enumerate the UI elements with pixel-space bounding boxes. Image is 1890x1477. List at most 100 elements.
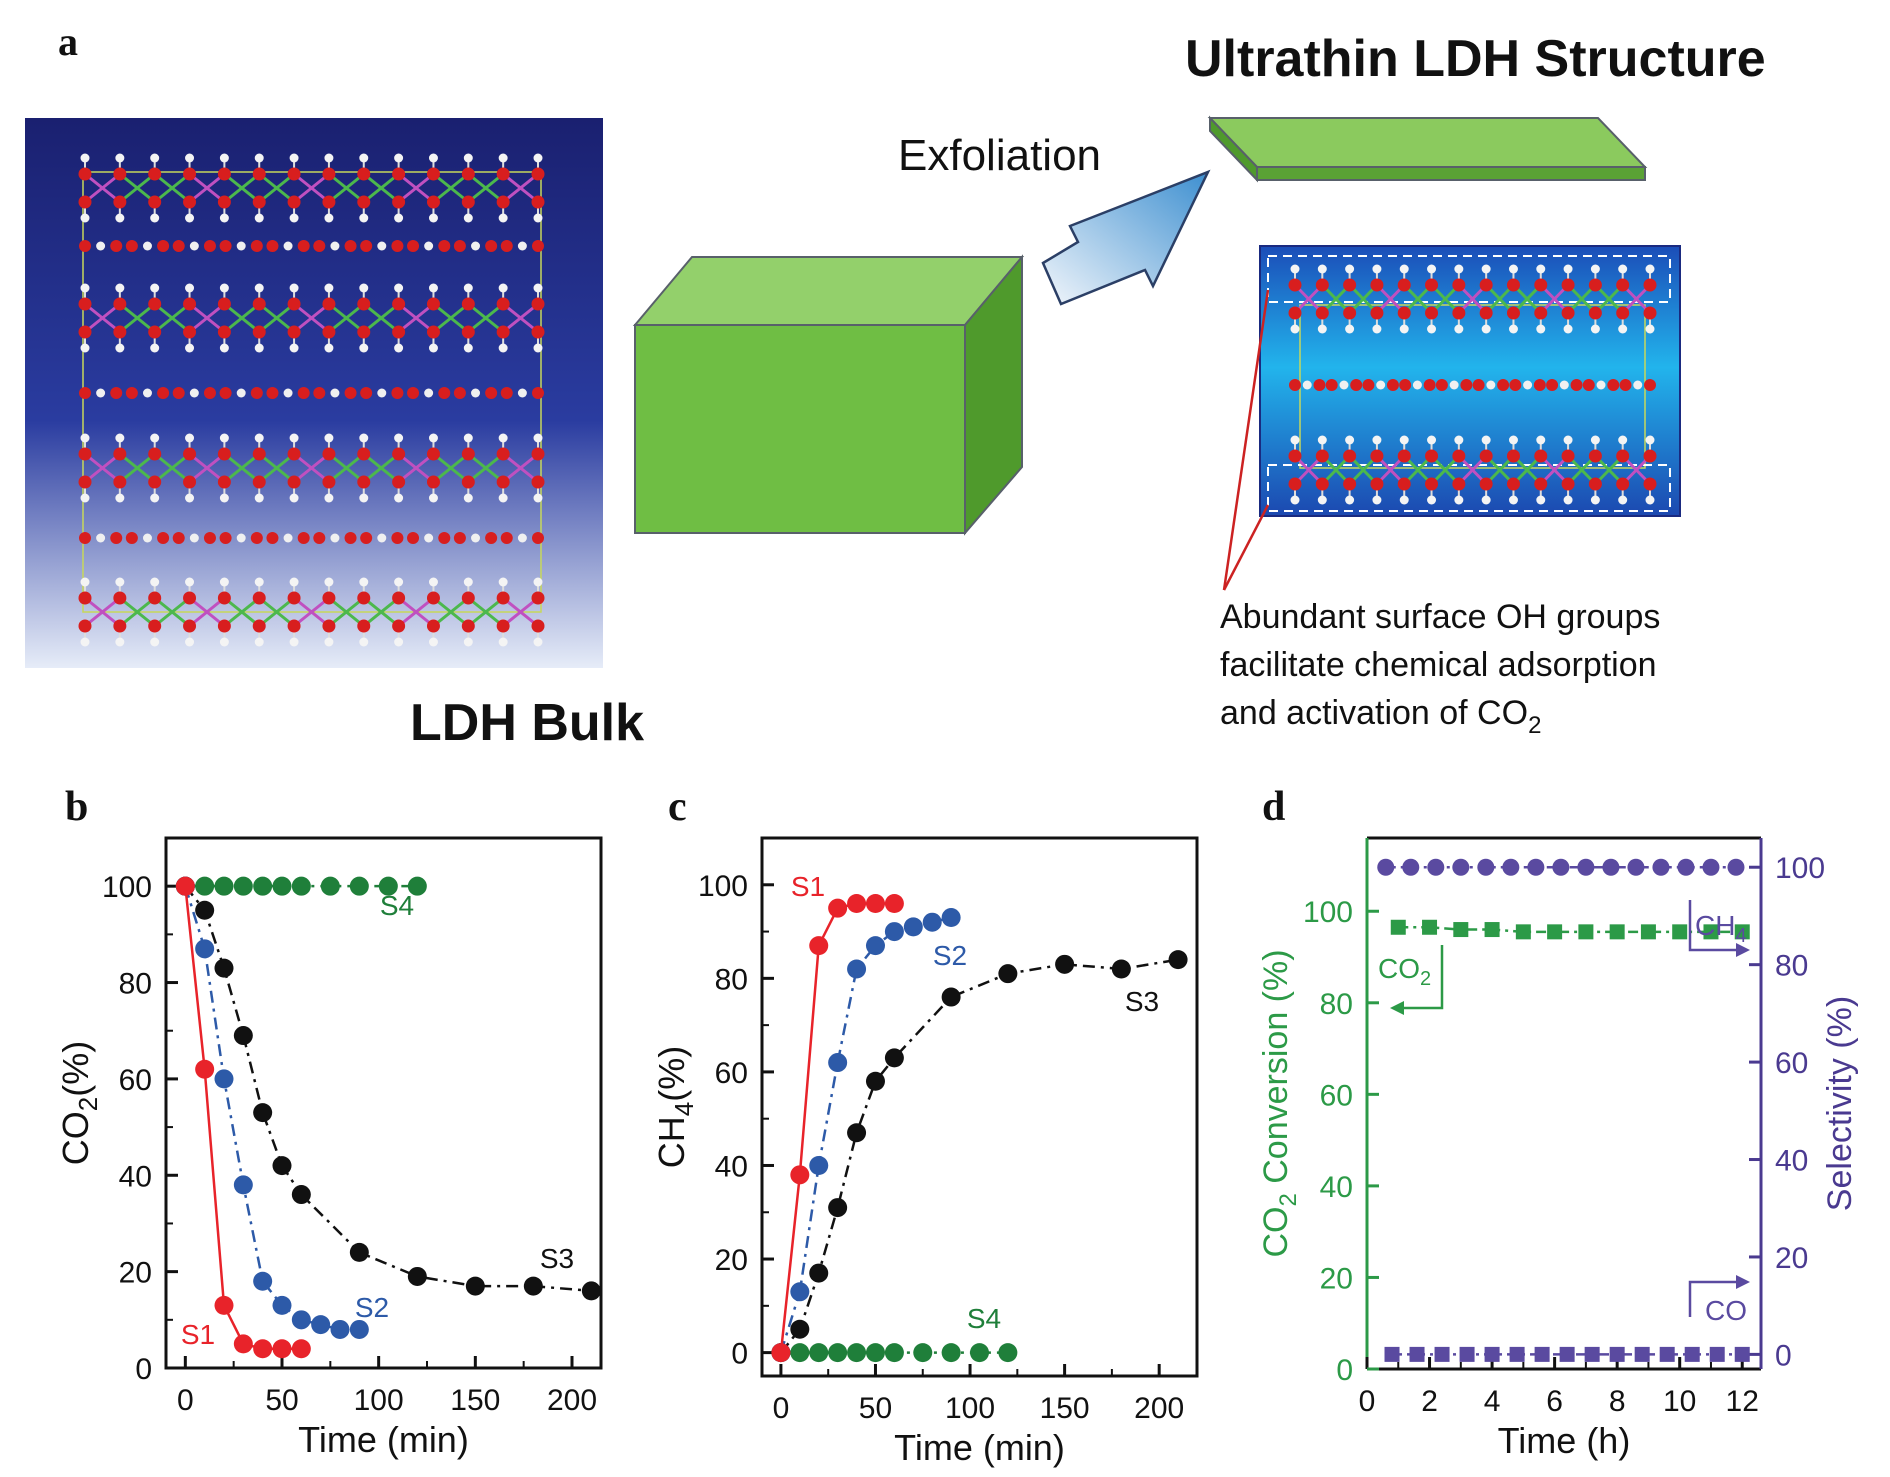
x-tick-label: 10 — [1663, 1385, 1696, 1418]
x-axis-label: Time (h) — [1498, 1420, 1631, 1461]
data-point-co2 — [1703, 924, 1719, 940]
data-point-co — [1709, 1346, 1725, 1362]
data-point-s3 — [407, 1266, 427, 1286]
data-point-s1 — [828, 898, 848, 918]
data-point-co — [1509, 1346, 1525, 1362]
data-point-co2 — [1453, 922, 1469, 938]
data-point-s3 — [581, 1281, 601, 1301]
data-point-co — [1684, 1346, 1700, 1362]
data-point-s3 — [195, 900, 215, 920]
y-axis-label: CO2(%) — [55, 1041, 103, 1165]
series-line-s2 — [779, 916, 952, 1353]
data-point-s4 — [970, 1343, 989, 1363]
data-point-s2 — [865, 936, 885, 956]
data-point-s4 — [884, 1343, 904, 1363]
panel-d-letter: d — [1262, 784, 1285, 830]
data-point-s2 — [884, 922, 904, 942]
data-point-s4 — [233, 876, 253, 896]
panel-b-letter: b — [65, 784, 88, 830]
left-y-tick-label: 20 — [1320, 1262, 1353, 1295]
data-point-co — [1659, 1346, 1675, 1362]
data-point-co — [1634, 1346, 1650, 1362]
data-point-s4 — [349, 876, 369, 896]
y-tick-label: 80 — [119, 968, 152, 1001]
panel-a: a LDH Bulk Exfoliation Ultrathin LDH Str… — [25, 19, 1766, 752]
ultrathin-title: Ultrathin LDH Structure — [1185, 30, 1766, 88]
x-tick-label: 100 — [354, 1384, 404, 1417]
data-point-co — [1484, 1346, 1500, 1362]
surface-callout-lines — [1222, 289, 1270, 591]
x-tick-label: 50 — [859, 1392, 892, 1425]
data-point-ch4 — [1402, 858, 1420, 876]
series-label-s2: S2 — [933, 940, 967, 971]
plot-frame — [164, 836, 603, 1370]
series-line-s3 — [779, 958, 1179, 1354]
data-point-s2 — [847, 959, 867, 979]
x-tick-label: 4 — [1484, 1385, 1501, 1418]
data-point-s3 — [1055, 954, 1075, 974]
x-tick-label: 100 — [945, 1392, 995, 1425]
data-point-s2 — [311, 1315, 331, 1335]
data-point-ch4 — [1452, 858, 1470, 876]
data-point-s4 — [865, 1343, 885, 1363]
data-point-co — [1409, 1346, 1425, 1362]
data-point-s3 — [1168, 950, 1188, 970]
bulk-atomic-layers — [78, 153, 545, 647]
series-label-s3: S3 — [1125, 986, 1159, 1017]
y-tick-label: 40 — [119, 1160, 152, 1193]
data-point-s1 — [884, 893, 904, 913]
data-point-s4 — [253, 876, 273, 896]
x-tick-label: 12 — [1726, 1385, 1759, 1418]
x-tick-label: 0 — [773, 1392, 790, 1425]
data-point-s2 — [253, 1271, 273, 1291]
data-point-co2 — [1422, 919, 1438, 935]
ultrathin-structure-image — [1259, 245, 1681, 517]
co2-axis-arrow-icon — [1398, 945, 1444, 1010]
bulk-structure-image — [25, 118, 603, 668]
y-tick-label: 100 — [102, 871, 152, 904]
x-tick-label: 8 — [1609, 1385, 1626, 1418]
data-point-s2 — [941, 908, 961, 928]
data-point-ch4 — [1377, 858, 1395, 876]
ultrathin-atomic-layers — [1288, 264, 1657, 505]
data-point-co — [1384, 1346, 1400, 1362]
data-point-s2 — [291, 1310, 311, 1330]
data-point-s3 — [349, 1242, 369, 1262]
x-tick-label: 0 — [1359, 1385, 1376, 1418]
data-point-s1 — [771, 1343, 791, 1363]
exfoliation-arrow-icon — [1041, 169, 1211, 306]
data-point-ch4 — [1477, 858, 1495, 876]
data-point-ch4 — [1652, 858, 1670, 876]
data-point-co2 — [1390, 919, 1406, 935]
data-point-s3 — [523, 1276, 543, 1296]
series-label-s1: S1 — [791, 871, 825, 902]
data-point-s1 — [214, 1295, 234, 1315]
y-tick-label: 0 — [731, 1338, 748, 1371]
data-point-co2 — [1547, 924, 1563, 940]
x-tick-label: 2 — [1421, 1385, 1438, 1418]
panel-a-letter: a — [58, 19, 78, 64]
data-point-s1 — [809, 936, 829, 956]
data-point-s3 — [272, 1156, 292, 1176]
series-line-s3 — [184, 885, 592, 1293]
data-point-co — [1584, 1346, 1600, 1362]
data-point-ch4 — [1727, 858, 1745, 876]
series-line-s2 — [184, 885, 360, 1331]
data-point-s4 — [407, 876, 427, 896]
right-y-axis-label: Selectivity (%) — [1821, 996, 1859, 1211]
data-point-co — [1534, 1346, 1550, 1362]
data-point-s1 — [865, 893, 885, 913]
left-y-axis-label: CO2 Conversion (%) — [1257, 949, 1302, 1257]
data-point-s1 — [291, 1339, 311, 1359]
series-label-s3: S3 — [540, 1243, 574, 1274]
data-point-co — [1459, 1346, 1475, 1362]
data-point-co2 — [1734, 924, 1750, 940]
y-axis-label: CH4(%) — [651, 1046, 699, 1168]
x-tick-label: 50 — [265, 1384, 298, 1417]
right-y-tick-label: 80 — [1775, 950, 1808, 983]
right-y-tick-label: 40 — [1775, 1145, 1808, 1178]
x-tick-label: 200 — [547, 1384, 597, 1417]
